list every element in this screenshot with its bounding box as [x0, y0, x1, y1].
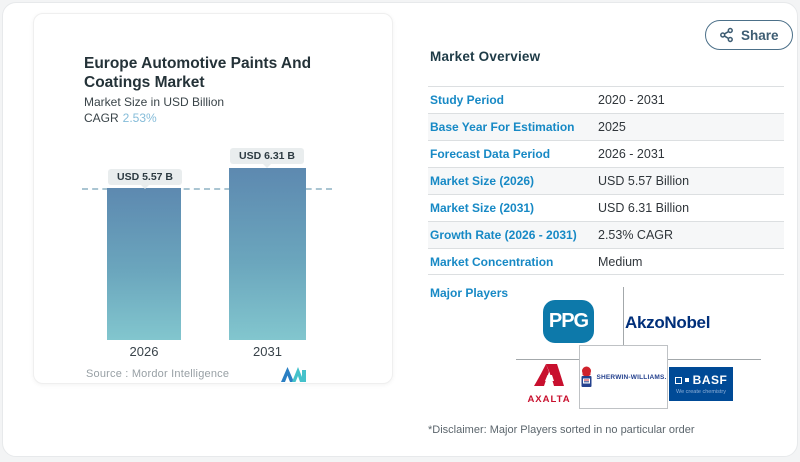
chart-subtitle: Market Size in USD Billion	[84, 95, 225, 109]
table-row: Growth Rate (2026 - 2031) 2.53% CAGR	[428, 221, 784, 248]
share-button-label: Share	[741, 27, 779, 43]
table-row: Market Size (2026) USD 5.57 Billion	[428, 167, 784, 194]
table-row: Study Period 2020 - 2031	[428, 86, 784, 113]
row-value: USD 5.57 Billion	[598, 174, 690, 188]
row-label: Market Concentration	[430, 254, 554, 269]
major-players-label: Major Players	[430, 286, 509, 300]
players-grid-divider	[516, 359, 579, 360]
basf-wordmark: BASF	[692, 373, 728, 387]
players-grid-divider	[623, 287, 624, 345]
cagr-value: 2.53%	[122, 111, 157, 125]
sherwin-williams-logo: SHERWIN-WILLIAMS.	[579, 345, 668, 409]
basf-square-outline-icon	[674, 376, 682, 384]
sherwin-williams-paint-can-icon	[580, 365, 593, 389]
basf-square-fill-icon	[684, 378, 689, 382]
bar-2031	[229, 168, 306, 340]
row-value: 2025	[598, 120, 626, 134]
axalta-wordmark: AXALTA	[527, 394, 571, 405]
row-label: Market Size (2031)	[430, 201, 535, 215]
bar-2026	[107, 188, 181, 340]
x-axis-label-2026: 2026	[129, 344, 159, 359]
panel-heading: Market Overview	[430, 49, 541, 64]
table-row: Market Concentration Medium	[428, 248, 784, 275]
row-value: 2.53% CAGR	[598, 228, 674, 242]
row-value: Medium	[598, 254, 643, 269]
sherwin-williams-wordmark: SHERWIN-WILLIAMS.	[596, 373, 667, 381]
row-label: Forecast Data Period	[430, 147, 551, 161]
bar-value-label-2031: USD 6.31 B	[230, 148, 304, 168]
row-value: 2026 - 2031	[598, 147, 665, 161]
players-grid-divider	[668, 359, 761, 360]
row-label: Market Size (2026)	[430, 174, 535, 188]
cagr-line: CAGR 2.53%	[84, 111, 157, 125]
infographic-card: Europe Automotive Paints And Coatings Ma…	[2, 2, 798, 457]
bar-value-label-2026: USD 5.57 B	[108, 169, 182, 189]
source-attribution: Source : Mordor Intelligence	[86, 368, 230, 380]
row-label: Study Period	[430, 93, 505, 107]
akzonobel-logo: AkzoNobel	[625, 313, 711, 332]
overview-table: Study Period 2020 - 2031 Base Year For E…	[428, 86, 784, 275]
row-label: Base Year For Estimation	[430, 120, 575, 134]
reference-dashed-line	[82, 188, 332, 190]
disclaimer-text: *Disclaimer: Major Players sorted in no …	[428, 424, 695, 436]
basf-wordmark-row: BASF	[674, 373, 728, 387]
share-icon	[719, 27, 734, 43]
market-size-chart-card: Europe Automotive Paints And Coatings Ma…	[33, 13, 393, 384]
cagr-label: CAGR	[84, 111, 119, 125]
basf-logo: BASF We create chemistry	[669, 367, 733, 401]
axalta-logo: AXALTA	[525, 363, 573, 405]
ppg-logo: PPG	[543, 300, 594, 343]
x-axis-label-2031: 2031	[253, 344, 282, 359]
axalta-a-mark-icon	[533, 363, 565, 388]
row-value: USD 6.31 Billion	[598, 201, 690, 215]
table-row: Market Size (2031) USD 6.31 Billion	[428, 194, 784, 221]
row-value: 2020 - 2031	[598, 93, 665, 107]
basf-tagline: We create chemistry	[675, 389, 727, 395]
row-label: Growth Rate (2026 - 2031)	[430, 228, 577, 242]
table-row: Base Year For Estimation 2025	[428, 113, 784, 140]
market-overview-panel: Market Overview Study Period 2020 - 2031…	[428, 3, 788, 462]
mordor-intelligence-logo-icon	[280, 366, 308, 388]
share-button[interactable]: Share	[705, 20, 793, 50]
table-row: Forecast Data Period 2026 - 2031	[428, 140, 784, 167]
chart-title: Europe Automotive Paints And Coatings Ma…	[84, 55, 312, 91]
